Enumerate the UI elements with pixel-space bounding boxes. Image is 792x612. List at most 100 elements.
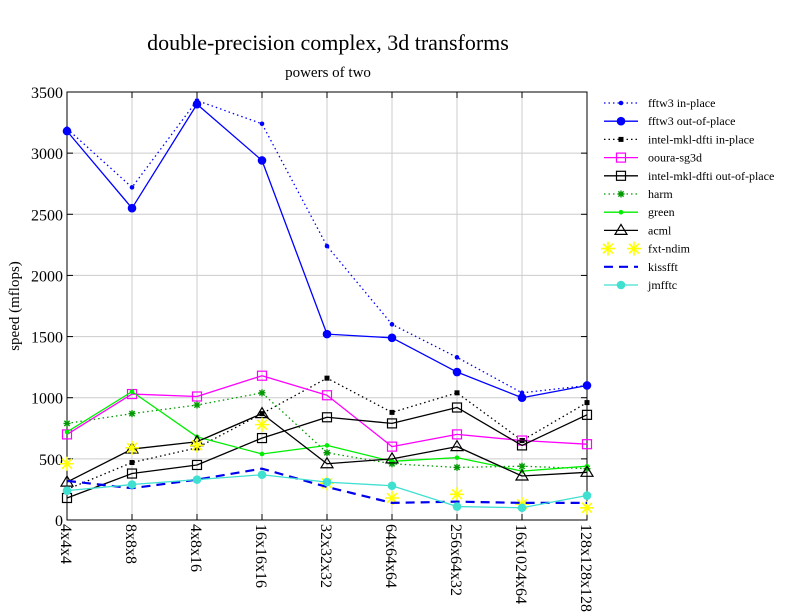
- data-point: [616, 280, 626, 290]
- data-point: [615, 170, 627, 181]
- legend-label: intel-mkl-dfti in-place: [648, 132, 754, 146]
- data-point: [62, 126, 72, 136]
- data-point: [580, 500, 594, 515]
- data-point: [62, 486, 72, 495]
- data-point: [258, 389, 266, 397]
- series-line: [66, 375, 588, 448]
- y-tick-label: 2500: [31, 207, 63, 224]
- y-tick-label: 1500: [31, 330, 63, 347]
- legend-label: fftw3 in-place: [648, 96, 715, 110]
- legend-label: fftw3 out-of-place: [648, 114, 735, 128]
- data-point: [581, 439, 593, 450]
- x-tick-label: 4x4x4: [57, 524, 74, 564]
- data-point: [581, 409, 593, 420]
- data-point: [259, 451, 265, 457]
- chart-subtitle: powers of two: [285, 65, 371, 81]
- series-group: [62, 470, 592, 513]
- y-tick-label: 3500: [31, 85, 63, 102]
- series-group: [66, 467, 587, 504]
- data-point: [450, 487, 464, 502]
- x-tick-label: 8x8x8: [122, 524, 139, 564]
- data-point: [259, 121, 265, 127]
- data-point: [384, 451, 400, 464]
- data-point: [323, 449, 331, 457]
- data-point: [192, 475, 202, 484]
- data-point: [257, 156, 267, 165]
- data-point: [322, 477, 332, 487]
- y-axis-label: speed (mflops): [7, 261, 23, 351]
- series-lines: [59, 98, 595, 515]
- data-point: [129, 460, 135, 466]
- series-group: [61, 402, 593, 504]
- data-point: [256, 370, 268, 381]
- y-tick-label: 3000: [31, 146, 63, 163]
- y-tick-label: 0: [55, 513, 63, 530]
- legend-entry: acml: [604, 223, 672, 237]
- data-point: [516, 440, 528, 451]
- data-point: [255, 417, 269, 432]
- x-tick-label: 256x64x32: [447, 524, 464, 596]
- data-point: [127, 203, 137, 213]
- data-point: [388, 460, 396, 468]
- data-point: [389, 409, 395, 415]
- data-point: [387, 333, 397, 343]
- data-point: [582, 491, 592, 500]
- data-point: [451, 402, 463, 413]
- x-tick-label: 32x32x32: [317, 524, 334, 588]
- data-point: [514, 468, 530, 481]
- data-point: [324, 443, 330, 448]
- legend-entry: green: [604, 205, 675, 219]
- data-point: [449, 439, 465, 452]
- legend-entry: jmfftc: [604, 278, 677, 292]
- data-point: [613, 223, 629, 235]
- legend-label: jmfftc: [647, 278, 677, 292]
- data-point: [582, 381, 592, 390]
- data-point: [617, 190, 625, 198]
- data-point: [454, 390, 460, 396]
- data-point: [256, 432, 268, 444]
- data-point: [193, 401, 201, 409]
- data-point: [190, 438, 204, 453]
- data-point: [453, 463, 461, 471]
- legend-entry: fftw3 in-place: [604, 96, 715, 110]
- y-tick-label: 2000: [31, 268, 63, 285]
- data-point: [321, 412, 333, 423]
- data-point: [627, 241, 641, 256]
- x-tick-label: 16x16x16: [252, 524, 269, 588]
- data-point: [64, 429, 70, 435]
- data-point: [386, 418, 398, 429]
- data-point: [126, 468, 138, 479]
- data-point: [615, 152, 627, 163]
- legend-label: intel-mkl-dfti out-of-place: [648, 169, 774, 183]
- data-point: [257, 470, 267, 480]
- data-point: [618, 209, 624, 215]
- data-point: [324, 375, 330, 381]
- data-point: [63, 419, 71, 427]
- data-point: [129, 389, 135, 394]
- data-point: [386, 441, 398, 452]
- data-point: [601, 241, 615, 256]
- data-point: [322, 329, 332, 339]
- legend-label: kissfft: [648, 260, 678, 274]
- data-point: [579, 465, 595, 477]
- data-point: [129, 185, 135, 190]
- series-line: [66, 467, 587, 504]
- legend-entry: intel-mkl-dfti in-place: [604, 132, 754, 146]
- data-point: [387, 481, 397, 491]
- data-point: [517, 393, 527, 403]
- data-point: [125, 440, 139, 455]
- data-point: [454, 455, 460, 460]
- data-point: [584, 400, 590, 406]
- data-point: [389, 322, 395, 327]
- legend-entry: intel-mkl-dfti out-of-place: [604, 169, 774, 183]
- legend-entry: kissfft: [604, 260, 678, 274]
- data-point: [616, 116, 626, 126]
- data-point: [452, 367, 462, 377]
- axes: 0 500 1000 1500 2000 2500 3000 3500 4x4x4 8x8x8 4x…: [31, 85, 594, 612]
- legend-label: ooura-sg3d: [648, 151, 702, 165]
- data-point: [254, 406, 270, 419]
- legend-entry: harm: [604, 187, 673, 201]
- legend-label: green: [648, 205, 675, 219]
- data-point: [385, 490, 399, 505]
